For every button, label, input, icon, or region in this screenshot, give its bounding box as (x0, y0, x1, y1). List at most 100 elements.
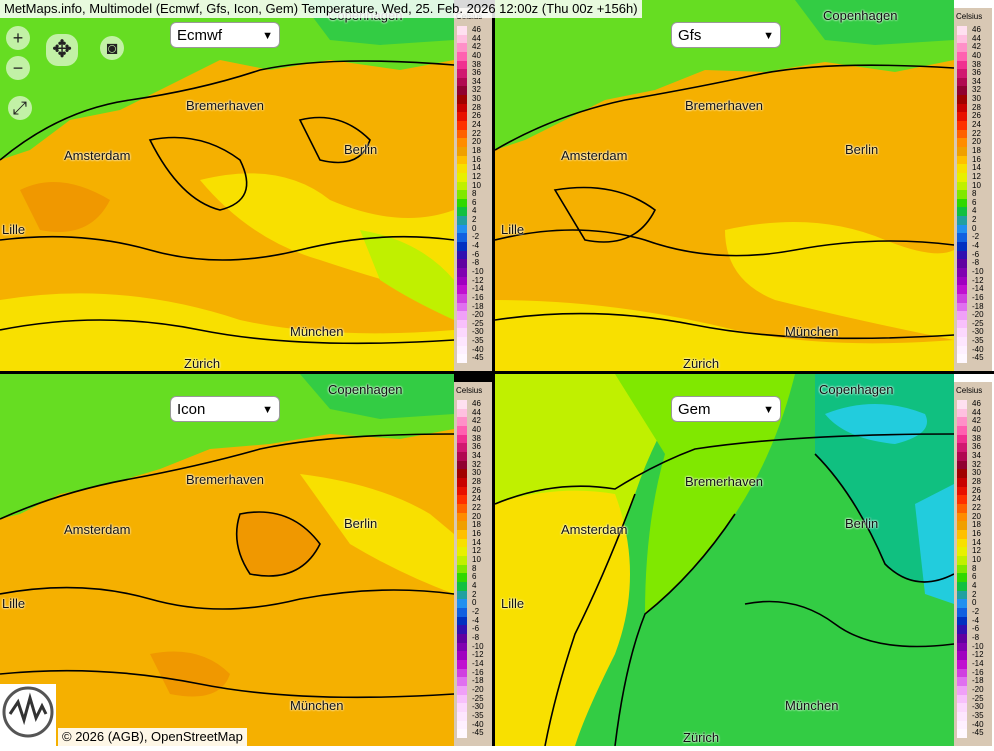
legend-color-swatch (457, 103, 467, 113)
city-label-berlin: Berlin (845, 142, 879, 157)
legend-tick-label: -14 (972, 659, 984, 668)
legend-tick-label: 28 (472, 477, 481, 486)
city-label-muenchen: München (785, 698, 839, 713)
legend-color-swatch (457, 285, 467, 295)
legend-color-swatch (957, 486, 967, 496)
legend-color-swatch (957, 233, 967, 243)
legend-color-swatch (457, 504, 467, 513)
legend-color-swatch (957, 51, 967, 61)
legend-tick-label: 44 (972, 407, 981, 417)
legend-tick-label: 14 (972, 537, 981, 547)
legend-tick-label: 2 (472, 589, 477, 599)
legend-color-swatch (457, 625, 467, 635)
legend-color-swatch (957, 43, 967, 53)
model-select-value: Gem (678, 401, 711, 418)
legend-color-swatch (957, 547, 967, 557)
legend-tick-label: -45 (472, 728, 484, 738)
legend-tick-label: -40 (972, 719, 984, 729)
city-label-lille: Lille (2, 222, 26, 237)
legend-color-swatch (957, 400, 967, 409)
legend-color-swatch (457, 495, 467, 505)
legend-tick-label: 6 (972, 572, 977, 582)
legend-color-swatch (457, 69, 467, 79)
legend-color-swatch (457, 172, 467, 182)
legend-tick-label: 40 (472, 50, 481, 60)
legend-tick-label: 0 (972, 598, 977, 608)
legend-color-swatch (457, 590, 467, 600)
zoom-in-icon[interactable]: + (6, 26, 30, 50)
legend-color-swatch (457, 642, 467, 652)
legend-tick-label: 30 (972, 94, 981, 104)
map-panel-ecmwf[interactable]: Copenhagen Bremerhaven Berlin Amsterdam … (0, 0, 454, 371)
city-label-bremerhaven: Bremerhaven (685, 98, 764, 113)
legend-color-swatch (457, 443, 467, 453)
legend-color-swatch (957, 530, 967, 539)
legend-color-swatch (957, 703, 967, 713)
temperature-legend-right-bottom: Celsius 46 44 42 40 38 36 34 32 30 28 26 24 22 20 18 16 1… (954, 382, 992, 746)
legend-tick-label: -30 (472, 702, 484, 712)
legend-tick-label: -20 (472, 310, 484, 320)
map-panel-gem[interactable]: Copenhagen Bremerhaven Berlin Amsterdam … (495, 374, 954, 746)
map-panel-gfs[interactable]: Copenhagen Bremerhaven Berlin Amsterdam … (495, 0, 954, 371)
legend-tick-label: 4 (472, 206, 477, 216)
pan-arrows-icon[interactable]: ✥ (46, 34, 78, 66)
legend-tick-label: 24 (972, 494, 981, 504)
legend-color-swatch (957, 625, 967, 635)
legend-color-swatch (957, 242, 967, 252)
legend-color-swatch (957, 694, 967, 704)
legend-tick-label: -8 (472, 633, 480, 642)
legend-color-swatch (457, 469, 467, 479)
legend-tick-label: 32 (972, 85, 981, 95)
map-title: MetMaps.info, Multimodel (Ecmwf, Gfs, Ic… (0, 0, 642, 18)
legend-tick-label: 8 (472, 563, 477, 573)
legend-tick-label: 32 (472, 85, 481, 95)
legend-color-swatch (457, 512, 467, 522)
legend-color-swatch (957, 311, 967, 321)
legend-tick-label: 22 (972, 503, 981, 512)
legend-tick-label: 4 (472, 581, 477, 590)
legend-color-swatch (957, 426, 967, 435)
city-label-berlin: Berlin (344, 516, 378, 531)
legend-tick-label: -14 (472, 284, 484, 294)
legend-tick-label: 38 (972, 433, 981, 443)
legend-color-swatch (457, 233, 467, 243)
legend-color-swatch (957, 608, 967, 617)
model-select-gem[interactable]: Gem ▼ (671, 396, 781, 422)
legend-unit-label: Celsius (956, 386, 983, 395)
legend-tick-label: 40 (472, 425, 481, 434)
legend-tick-label: -40 (472, 344, 484, 354)
legend-color-swatch (957, 564, 967, 574)
legend-tick-label: 36 (472, 68, 481, 78)
legend-color-swatch (957, 267, 967, 277)
city-label-lille: Lille (501, 222, 525, 237)
legend-color-swatch (457, 190, 467, 200)
legend-color-swatch (457, 729, 467, 739)
legend-color-swatch (957, 293, 967, 303)
legend-tick-label: 16 (972, 154, 981, 164)
legend-tick-label: 14 (972, 163, 981, 173)
model-select-ecmwf[interactable]: Ecmwf ▼ (170, 22, 280, 48)
zoom-out-icon[interactable]: − (6, 56, 30, 80)
legend-tick-label: 6 (472, 572, 477, 582)
legend-tick-label: 8 (472, 189, 477, 199)
map-panel-icon[interactable]: Copenhagen Bremerhaven Berlin Amsterdam … (0, 374, 454, 746)
model-select-gfs[interactable]: Gfs ▼ (671, 22, 781, 48)
legend-tick-label: 24 (472, 120, 481, 130)
camera-icon[interactable]: ◙ (100, 36, 124, 60)
city-label-amsterdam: Amsterdam (561, 148, 628, 163)
legend-tick-label: -20 (972, 685, 984, 694)
chevron-down-icon: ▼ (262, 404, 273, 416)
legend-tick-label: 28 (972, 477, 981, 486)
model-select-icon[interactable]: Icon ▼ (170, 396, 280, 422)
legend-tick-label: 0 (972, 223, 977, 233)
legend-color-swatch (457, 677, 467, 687)
legend-tick-label: -45 (972, 728, 984, 738)
legend-tick-label: -45 (972, 353, 984, 363)
legend-color-swatch (457, 276, 467, 286)
legend-tick-label: 20 (472, 511, 481, 521)
legend-tick-label: -20 (472, 685, 484, 694)
fullscreen-icon[interactable]: ⤢ (8, 96, 32, 120)
legend-tick-label: -20 (972, 310, 984, 320)
legend-color-swatch (957, 34, 967, 44)
legend-tick-label: -4 (972, 241, 980, 251)
